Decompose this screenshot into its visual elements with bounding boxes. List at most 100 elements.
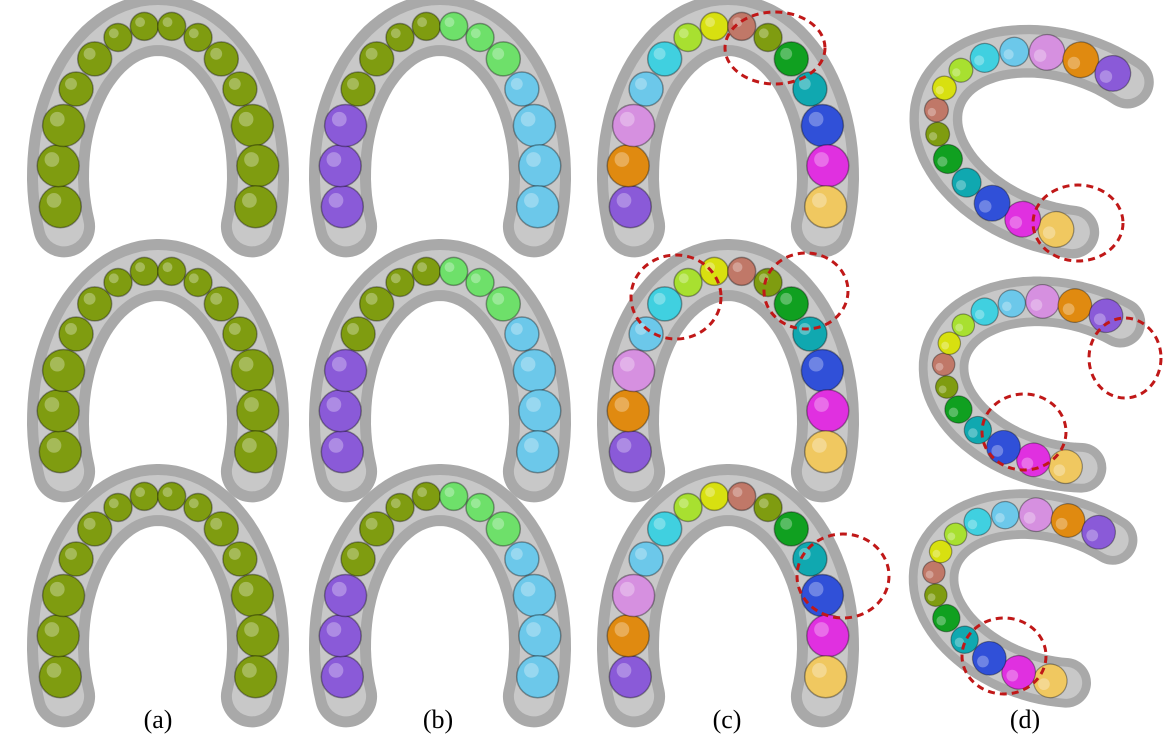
tooth — [728, 12, 756, 40]
tooth-shine — [210, 293, 222, 305]
tooth — [59, 317, 93, 351]
tooth-shine — [679, 273, 689, 283]
tooth-shine — [84, 518, 96, 530]
tooth-shine — [492, 518, 504, 530]
tooth — [130, 12, 158, 40]
tooth-shine — [65, 323, 77, 335]
tooth-shine — [521, 582, 536, 597]
tooth-shine — [526, 152, 541, 167]
tooth-shine — [210, 518, 222, 530]
tooth-shine — [617, 193, 632, 208]
tooth-shine — [620, 582, 635, 597]
tooth-shine — [759, 28, 769, 38]
tooth-shine — [391, 273, 401, 283]
dental-scan — [319, 482, 561, 697]
tooth — [754, 494, 782, 522]
tooth — [805, 656, 847, 698]
tooth-shine — [332, 357, 347, 372]
highlights — [631, 12, 1161, 694]
tooth — [807, 145, 849, 187]
tooth — [360, 42, 394, 76]
tooth-shine — [45, 622, 60, 637]
tooth-shine — [705, 487, 715, 497]
tooth — [341, 317, 375, 351]
tooth — [517, 186, 559, 228]
tooth-shine — [615, 397, 630, 412]
tooth — [513, 575, 555, 617]
tooth — [223, 317, 257, 351]
tooth — [39, 431, 81, 473]
tooth-shine — [329, 193, 344, 208]
tooth — [231, 350, 273, 392]
tooth-shine — [809, 357, 824, 372]
tooth — [184, 269, 212, 297]
tooth-shine — [239, 582, 254, 597]
tooth-shine — [679, 28, 689, 38]
tooth — [774, 512, 808, 546]
tooth — [486, 512, 520, 546]
tooth-shine — [366, 518, 378, 530]
tooth — [158, 482, 186, 510]
dental-scan — [37, 12, 279, 227]
tooth — [37, 145, 79, 187]
tooth — [674, 24, 702, 52]
tooth — [774, 287, 808, 321]
tooth-shine — [242, 663, 257, 678]
tooth-shine — [239, 112, 254, 127]
tooth-shine — [526, 397, 541, 412]
tooth-shine — [327, 397, 342, 412]
tooth — [386, 494, 414, 522]
tooth — [39, 186, 81, 228]
tooth — [223, 72, 257, 106]
tooth-shine — [812, 193, 827, 208]
tooth — [37, 390, 79, 432]
tooth — [805, 186, 847, 228]
tooth-shine — [780, 293, 792, 305]
tooth — [184, 494, 212, 522]
tooth-shine — [163, 487, 173, 497]
tooth — [505, 542, 539, 576]
tooth — [104, 494, 132, 522]
tooth-shine — [135, 17, 145, 27]
tooth — [412, 257, 440, 285]
tooth-shine — [47, 193, 62, 208]
tooth — [754, 24, 782, 52]
tooth — [807, 390, 849, 432]
tooth — [223, 542, 257, 576]
dental-scan — [319, 12, 561, 227]
tooth-shine — [759, 498, 769, 508]
figure: (a) (b) (c) (d) — [0, 0, 1168, 745]
tooth-shine — [84, 48, 96, 60]
tooth — [39, 656, 81, 698]
tooth — [607, 615, 649, 657]
tooth — [486, 42, 520, 76]
tooth — [321, 186, 363, 228]
tooth-shine — [635, 78, 647, 90]
tooth-shine — [229, 548, 241, 560]
dental-scan — [607, 482, 849, 697]
tooth-shine — [47, 438, 62, 453]
tooth — [231, 575, 273, 617]
tooth — [519, 390, 561, 432]
tooth-shine — [327, 152, 342, 167]
tooth — [235, 431, 277, 473]
tooth — [319, 615, 361, 657]
tooth-shine — [47, 663, 62, 678]
tooth — [237, 390, 279, 432]
tooth — [325, 350, 367, 392]
tooth — [505, 72, 539, 106]
tooth — [613, 350, 655, 392]
tooth-shine — [705, 17, 715, 27]
tooth — [519, 145, 561, 187]
tooth — [793, 72, 827, 106]
tooth-shine — [654, 293, 666, 305]
tooth — [440, 257, 468, 285]
tooth-shine — [135, 262, 145, 272]
tooth — [648, 512, 682, 546]
tooth-shine — [327, 622, 342, 637]
tooth — [184, 24, 212, 52]
panel-label: (a) — [144, 705, 173, 734]
tooth — [607, 145, 649, 187]
tooth-shine — [229, 78, 241, 90]
tooth — [519, 615, 561, 657]
